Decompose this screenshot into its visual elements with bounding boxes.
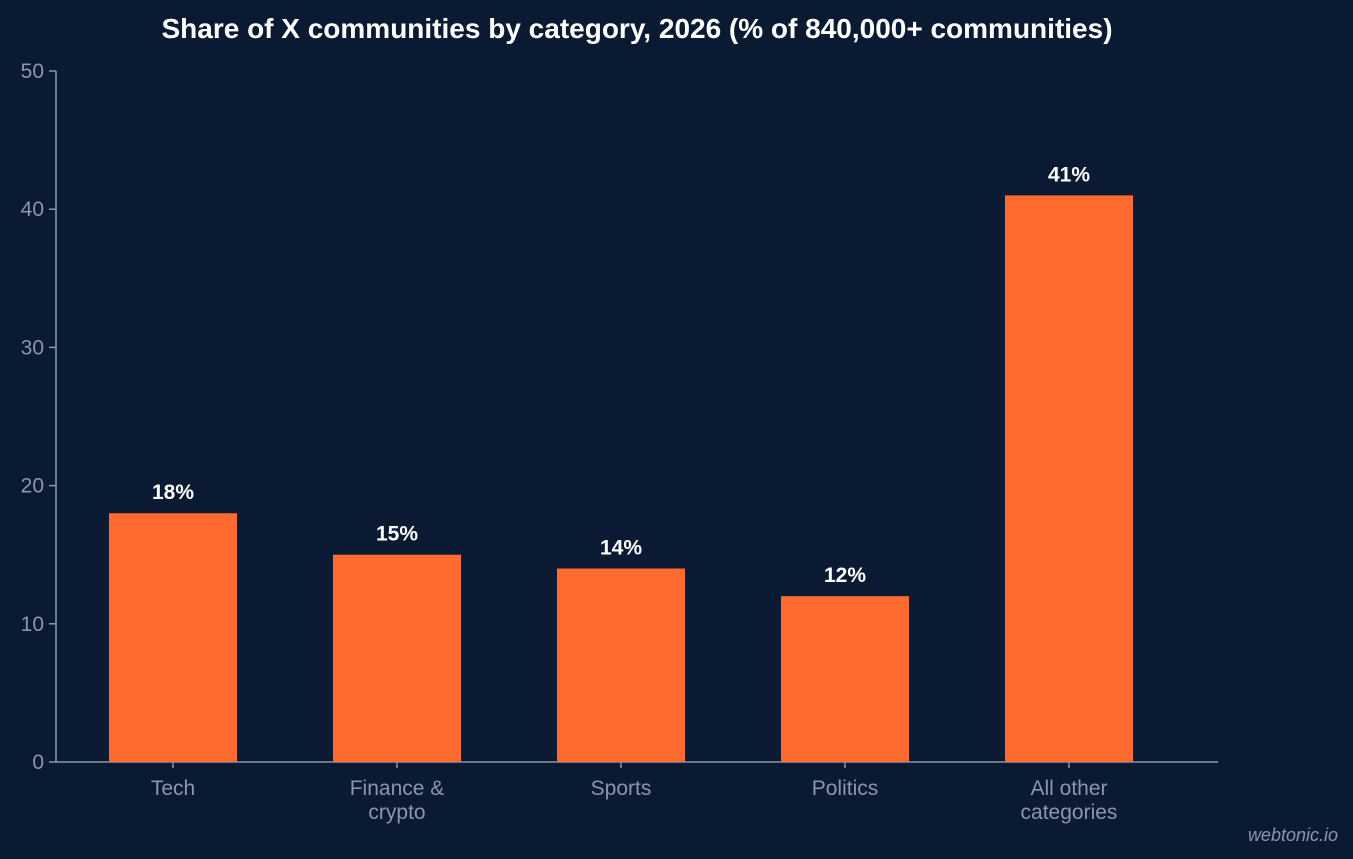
data-label: 41% (1048, 163, 1090, 186)
x-tick-label-line: crypto (368, 801, 425, 824)
bar (781, 596, 909, 762)
chart-title: Share of X communities by category, 2026… (161, 13, 1112, 44)
x-tick-label: All other categories (1021, 777, 1118, 824)
y-tick-label: 20 (21, 475, 44, 498)
bars (109, 195, 1133, 762)
x-tick-label-line: All other (1030, 777, 1107, 800)
bar (1005, 195, 1133, 762)
bar (109, 513, 237, 762)
x-tick-label: Sports (591, 777, 652, 800)
y-axis: 0 10 20 30 40 50 (21, 60, 57, 774)
x-tick-label: Finance & crypto (350, 777, 445, 824)
data-label: 12% (824, 564, 866, 587)
y-tick-label: 50 (21, 60, 44, 83)
data-label: 14% (600, 537, 642, 560)
x-tick-label-line: Sports (591, 777, 652, 800)
bar (333, 554, 461, 762)
x-tick-label-line: Politics (812, 777, 879, 800)
x-tick-label: Politics (812, 777, 879, 800)
y-tick-label: 30 (21, 336, 44, 359)
bar (557, 568, 685, 762)
x-tick-label-line: Finance & (350, 777, 445, 800)
x-tick-label: Tech (151, 777, 195, 800)
y-tick-label: 0 (32, 751, 44, 774)
y-tick-label: 10 (21, 613, 44, 636)
data-label: 18% (152, 481, 194, 504)
x-axis: Tech Finance & crypto Sports Politics All oth… (56, 761, 1218, 824)
x-tick-label-line: categories (1021, 801, 1118, 824)
data-labels: 18% 15% 14% 12% 41% (152, 163, 1090, 587)
data-label: 15% (376, 523, 418, 546)
watermark: webtonic.io (1248, 825, 1338, 845)
x-tick-label-line: Tech (151, 777, 195, 800)
y-tick-label: 40 (21, 198, 44, 221)
